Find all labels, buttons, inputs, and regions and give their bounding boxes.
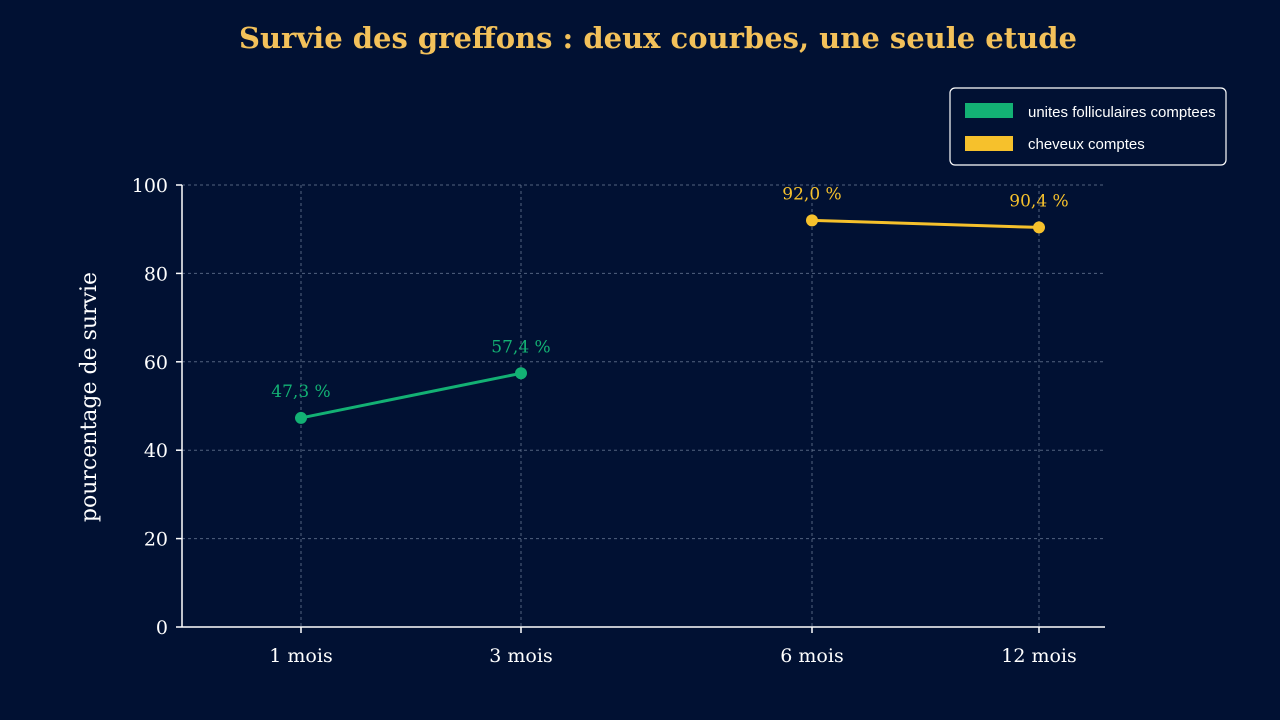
data-label: 90,4 % — [1009, 191, 1068, 211]
legend-box — [949, 87, 1227, 166]
x-tick-label: 3 mois — [489, 645, 552, 667]
x-tick-label: 1 mois — [269, 645, 332, 667]
data-point — [515, 367, 527, 380]
legend: unites folliculaires comptees cheveux co… — [949, 87, 1227, 166]
y-tick-label: 80 — [144, 263, 168, 285]
data-labels: 47,3 % 57,4 % 92,0 % 90,4 % — [271, 184, 1068, 402]
legend-swatch-cheveux-comptes — [965, 136, 1013, 151]
tick-labels: 0 20 40 60 80 100 1 mois 3 mois 6 mois 12 mois — [132, 175, 1077, 667]
data-label: 92,0 % — [782, 184, 841, 204]
y-tick-label: 0 — [156, 617, 168, 639]
series-line-1 — [811, 218, 1040, 229]
y-tick-label: 20 — [144, 529, 168, 551]
grid-lines — [182, 184, 1105, 627]
data-point — [295, 411, 307, 424]
x-tick-label: 6 mois — [780, 645, 843, 667]
legend-label-unites-folliculaires: unites folliculaires comptees — [1028, 104, 1216, 121]
data-label: 57,4 % — [491, 337, 550, 357]
data-point — [806, 214, 818, 227]
legend-swatch-unites-folliculaires — [965, 103, 1013, 118]
y-axis-label: pourcentage de survie — [77, 272, 102, 522]
y-tick-label: 100 — [132, 175, 168, 197]
x-tick-label: 12 mois — [1001, 645, 1077, 667]
series-lines — [295, 214, 1045, 424]
data-point — [1033, 221, 1045, 234]
chart-title: Survie des greffons : deux courbes, une … — [239, 21, 1077, 55]
y-tick-label: 40 — [144, 440, 168, 462]
y-tick-label: 60 — [144, 352, 168, 374]
data-label: 47,3 % — [271, 382, 330, 402]
axes — [176, 184, 1105, 633]
legend-label-cheveux-comptes: cheveux comptes — [1028, 136, 1145, 153]
series-line-0 — [300, 371, 522, 420]
